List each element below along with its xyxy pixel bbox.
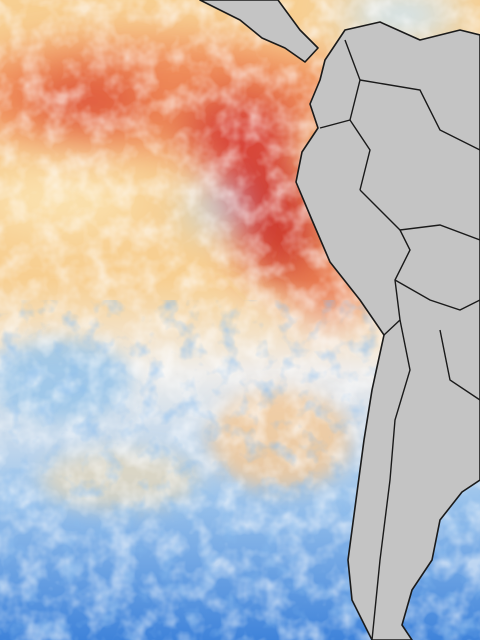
- borders: [319, 39, 480, 640]
- border: [359, 189, 480, 241]
- central-america: [199, 0, 319, 63]
- border: [371, 319, 411, 640]
- border: [439, 329, 480, 401]
- border: [319, 119, 371, 191]
- border: [359, 79, 480, 151]
- border: [394, 279, 480, 311]
